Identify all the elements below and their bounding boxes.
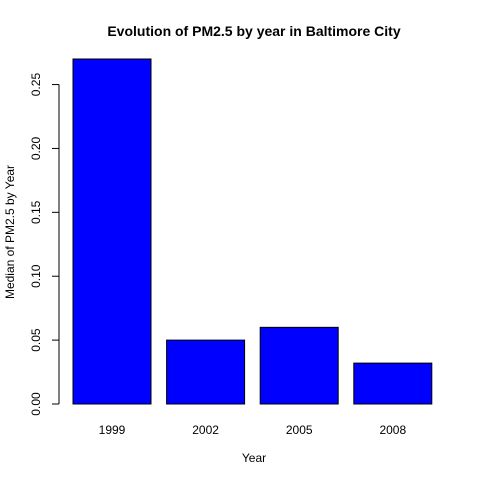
chart-title: Evolution of PM2.5 by year in Baltimore … (107, 23, 400, 39)
y-tick-label: 0.10 (29, 264, 43, 288)
bar-2002 (166, 339, 246, 405)
y-axis: 0.00 0.05 0.10 0.15 0.20 0.25 (29, 73, 60, 416)
x-tick-label: 1999 (99, 423, 126, 437)
y-tick-label: 0.05 (29, 328, 43, 352)
y-tick-label: 0.00 (29, 392, 43, 416)
x-tick-labels: 1999 2002 2005 2008 (99, 423, 407, 437)
bars (72, 58, 433, 405)
y-tick-label: 0.20 (29, 136, 43, 160)
x-tick-label: 2008 (379, 423, 406, 437)
x-tick-label: 2002 (192, 423, 219, 437)
x-axis-label: Year (242, 451, 266, 465)
y-tick-label: 0.15 (29, 200, 43, 224)
y-tick-label: 0.25 (29, 73, 43, 97)
x-tick-label: 2005 (286, 423, 313, 437)
bar-1999 (72, 58, 152, 405)
bar-2008 (353, 362, 433, 405)
y-axis-label: Median of PM2.5 by Year (3, 165, 17, 299)
bar-2005 (259, 326, 339, 405)
